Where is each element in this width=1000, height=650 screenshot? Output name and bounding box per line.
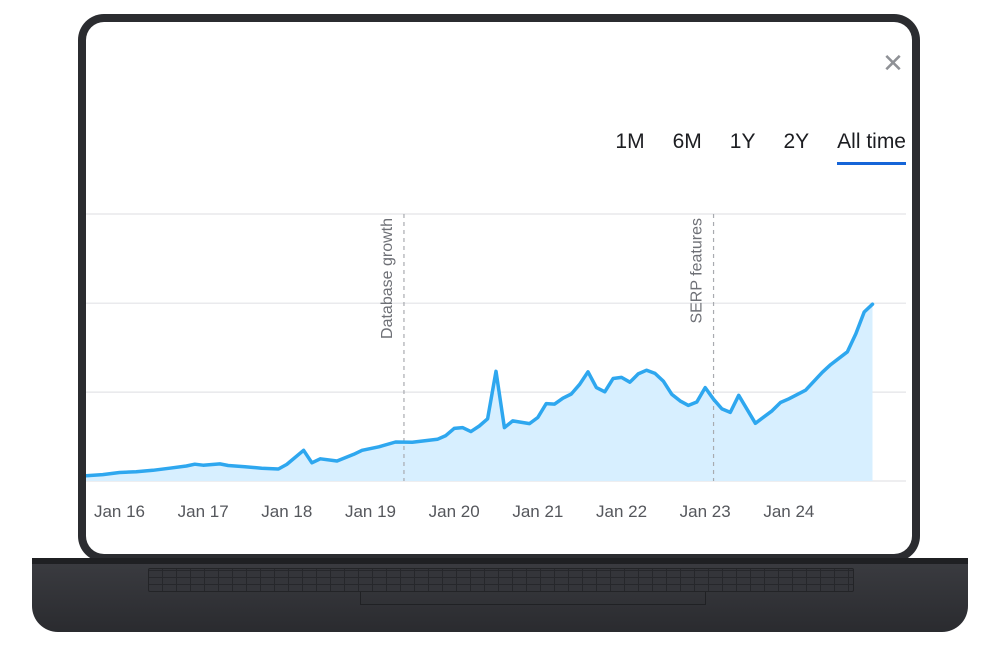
annotation-label-1: SERP features [689,218,706,324]
x-tick-label-8: Jan 24 [763,502,814,521]
x-tick-label-7: Jan 23 [680,502,731,521]
tab-all-time[interactable]: All time [837,130,906,165]
x-tick-label-5: Jan 21 [512,502,563,521]
tab-6m[interactable]: 6M [672,130,702,153]
series-area [86,304,873,481]
touchpad [360,592,706,605]
tab-1m[interactable]: 1M [615,130,645,153]
x-tick-label-0: Jan 16 [94,502,145,521]
x-tick-label-2: Jan 18 [261,502,312,521]
laptop-hinge [32,558,968,564]
series-line [86,302,875,478]
laptop-base [32,558,968,632]
screen: ✕ 1M 6M 1Y 2Y All time Database growth SE… [86,22,912,554]
x-tick-label-1: Jan 17 [178,502,229,521]
tab-1y[interactable]: 1Y [729,130,756,153]
traffic-chart: Database growth SERP features Jan 16 Jan 17… [86,213,906,521]
keyboard [148,568,854,592]
x-tick-label-3: Jan 19 [345,502,396,521]
annotation-label-0: Database growth [379,218,396,339]
close-icon[interactable]: ✕ [882,48,904,78]
time-range-tabs: 1M 6M 1Y 2Y All time [615,130,906,165]
x-tick-label-4: Jan 20 [429,502,480,521]
x-tick-label-6: Jan 22 [596,502,647,521]
tab-2y[interactable]: 2Y [783,130,810,153]
